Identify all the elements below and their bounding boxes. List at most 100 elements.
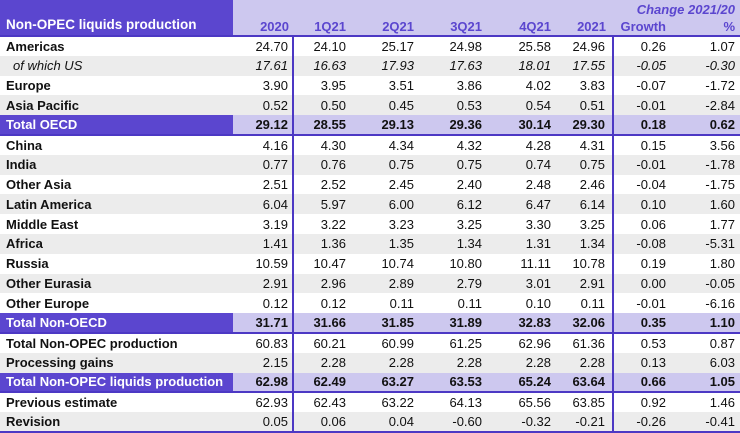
cell-value: 30.14: [489, 115, 558, 136]
row-label: Russia: [6, 256, 49, 272]
table-row: Revision 0.05 0.06 0.04 -0.60 -0.32 -0.21 -0.26…: [0, 412, 740, 433]
cell-value: 5.97: [320, 196, 346, 212]
cell-value: 3.56: [709, 137, 735, 153]
cell-value: 60.99: [381, 335, 414, 351]
column-header-growth: Growth: [613, 18, 671, 37]
table-row: India 0.77 0.76 0.75 0.75 0.74 0.75 -0.01 -1.78: [0, 154, 740, 175]
cell-value: 0.66: [613, 372, 671, 394]
cell-value: 0.92: [640, 395, 666, 411]
cell-value: 31.66: [293, 313, 353, 334]
cell-value: 63.53: [421, 372, 489, 394]
cell-value: -0.32: [489, 412, 558, 433]
cell-value: -0.01: [636, 97, 666, 113]
cell-value: 65.24: [489, 372, 558, 394]
header-spacer: [233, 0, 613, 18]
table-row: Middle East 3.19 3.22 3.23 3.25 3.30 3.25 0.06 1…: [0, 214, 740, 234]
cell-value: -1.72: [705, 77, 735, 93]
table-row: China 4.16 4.30 4.34 4.32 4.28 4.31 0.15 3.56: [0, 134, 740, 155]
cell-value: 2.52: [320, 176, 346, 192]
column-header-2020: 2020: [233, 18, 293, 37]
cell-value: 65.56: [518, 395, 551, 411]
cell-value: 3.51: [388, 77, 414, 93]
cell-value: 10.80: [449, 256, 482, 272]
cell-value: 31.71: [233, 313, 294, 334]
cell-value: 29.13: [353, 115, 421, 136]
cell-value: 17.55: [558, 55, 614, 76]
cell-value: 2.91: [233, 273, 294, 294]
row-label: Total Non-OPEC liquids production: [0, 372, 233, 394]
cell-value: 3.19: [233, 214, 294, 234]
cell-value: -0.60: [421, 412, 489, 433]
cell-value: 10.78: [558, 253, 614, 274]
table-row: Latin America 6.04 5.97 6.00 6.12 6.47 6.14 0.1…: [0, 194, 740, 215]
row-label: Latin America: [6, 196, 92, 212]
cell-value: 0.11: [389, 295, 414, 311]
cell-value: 3.23: [388, 216, 414, 232]
cell-value: 2.40: [456, 176, 482, 192]
cell-value: 3.83: [558, 75, 614, 96]
cell-value: 2.28: [525, 355, 551, 371]
cell-value: 4.31: [558, 134, 614, 155]
cell-value: -0.07: [636, 77, 666, 93]
cell-value: 2.45: [388, 176, 414, 192]
cell-value: 0.05: [233, 412, 294, 433]
cell-value: 0.18: [613, 115, 671, 136]
cell-value: 62.93: [233, 392, 294, 413]
cell-value: 1.77: [709, 216, 735, 232]
cell-value: 0.75: [388, 157, 414, 173]
cell-value: -0.26: [613, 412, 671, 433]
cell-value: -1.78: [705, 157, 735, 173]
cell-value: 1.35: [388, 236, 414, 252]
cell-value: 62.49: [293, 372, 353, 394]
cell-value: 0.53: [456, 97, 482, 113]
row-label: Previous estimate: [6, 395, 118, 411]
table-row: Total Non-OECD 31.71 31.66 31.85 31.89 32.83 3…: [0, 313, 740, 334]
cell-value: 3.01: [525, 275, 551, 291]
cell-value: 0.12: [320, 295, 346, 311]
cell-value: 6.04: [233, 194, 294, 215]
column-header-3q21: 3Q21: [421, 18, 489, 37]
column-header-2021: 2021: [558, 18, 613, 37]
row-label: Americas: [6, 38, 65, 54]
table-row: Total OECD 29.12 28.55 29.13 29.36 30.14 29.30…: [0, 115, 740, 136]
cell-value: 24.70: [233, 36, 294, 56]
cell-value: -0.01: [636, 157, 666, 173]
cell-value: 10.59: [233, 253, 294, 274]
cell-value: 6.00: [388, 196, 414, 212]
cell-value: 0.53: [640, 335, 666, 351]
cell-value: 0.26: [640, 38, 666, 54]
cell-value: 0.45: [388, 97, 414, 113]
cell-value: -0.01: [636, 295, 666, 311]
row-label: Other Eurasia: [6, 275, 92, 291]
cell-value: -0.04: [636, 176, 666, 192]
cell-value: 1.31: [525, 236, 551, 252]
table-row: Americas 24.70 24.10 25.17 24.98 25.58 24.96 0.…: [0, 36, 740, 56]
cell-value: 2.28: [456, 355, 482, 371]
table-row: Processing gains 2.15 2.28 2.28 2.28 2.28 2.28…: [0, 352, 740, 373]
cell-value: 1.34: [558, 233, 614, 254]
cell-value: 2.91: [558, 273, 614, 294]
table-row: Europe 3.90 3.95 3.51 3.86 4.02 3.83 -0.07 -1.72: [0, 75, 740, 96]
cell-value: 10.74: [381, 256, 414, 272]
cell-value: 17.61: [233, 55, 294, 76]
cell-value: 2.79: [456, 275, 482, 291]
cell-value: 24.10: [313, 38, 346, 54]
cell-value: 0.15: [640, 137, 666, 153]
row-label: Total OECD: [0, 115, 233, 136]
cell-value: 0.75: [558, 154, 614, 175]
cell-value: 3.22: [320, 216, 346, 232]
cell-value: 6.03: [709, 355, 735, 371]
cell-value: 2.28: [320, 355, 346, 371]
cell-value: 0.00: [640, 275, 666, 291]
cell-value: 0.10: [525, 295, 551, 311]
cell-value: 6.47: [525, 196, 551, 212]
cell-value: 4.16: [233, 134, 294, 155]
cell-value: 31.89: [421, 313, 489, 334]
table-row: Africa 1.41 1.36 1.35 1.34 1.31 1.34 -0.08 -5.31: [0, 233, 740, 254]
table-row: Other Europe 0.12 0.12 0.11 0.11 0.10 0.11 -0.0…: [0, 293, 740, 314]
cell-value: 0.11: [457, 295, 482, 311]
cell-value: 32.06: [558, 313, 614, 334]
table-row: Russia 10.59 10.47 10.74 10.80 11.11 10.78 0.19…: [0, 253, 740, 274]
cell-value: 0.77: [233, 154, 294, 175]
